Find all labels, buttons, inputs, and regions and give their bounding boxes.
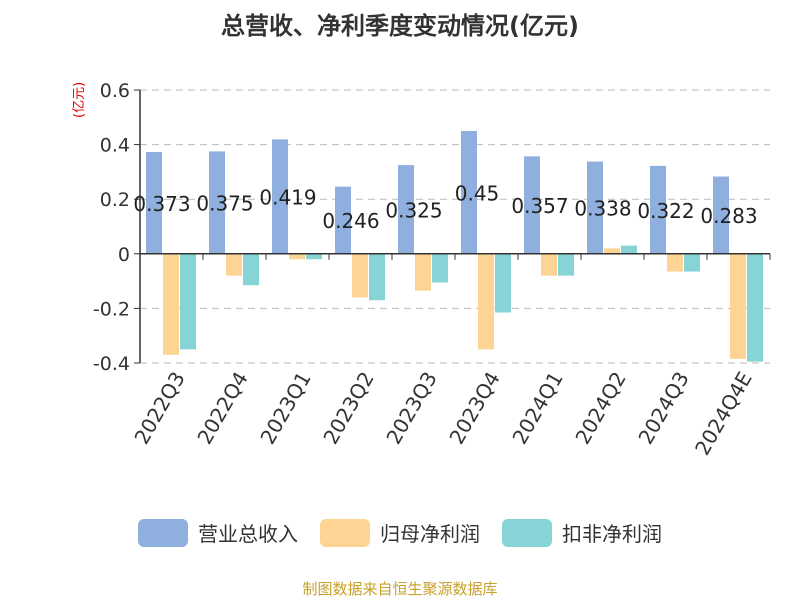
x-tick-label: 2024Q3 bbox=[633, 368, 693, 449]
data-label-revenue: 0.375 bbox=[196, 192, 253, 216]
bar-deducted-profit bbox=[684, 253, 700, 272]
bar-net-profit bbox=[478, 253, 494, 350]
bar-revenue bbox=[650, 165, 666, 254]
x-tick-label: 2024Q1 bbox=[507, 368, 567, 449]
legend-swatch-deducted-profit bbox=[502, 518, 552, 547]
bar-deducted-profit bbox=[621, 245, 637, 254]
bar-net-profit bbox=[667, 253, 683, 272]
data-label-revenue: 0.357 bbox=[511, 194, 568, 218]
bar-revenue bbox=[146, 151, 162, 254]
data-label-revenue: 0.322 bbox=[637, 199, 694, 223]
bar-deducted-profit bbox=[558, 253, 574, 276]
y-tick-label: 0.4 bbox=[100, 135, 130, 157]
y-tick-label: -0.2 bbox=[93, 298, 130, 320]
bar-net-profit bbox=[730, 253, 746, 359]
x-tick-label: 2023Q2 bbox=[318, 368, 378, 449]
bar-net-profit bbox=[163, 253, 179, 355]
data-label-revenue: 0.338 bbox=[574, 197, 631, 221]
x-tick-label: 2024Q2 bbox=[570, 368, 630, 449]
chart-title: 总营收、净利季度变动情况(亿元) bbox=[221, 12, 579, 40]
y-tick-label: 0 bbox=[118, 244, 130, 266]
y-tick-label: 0.6 bbox=[100, 80, 130, 102]
bar-revenue bbox=[272, 139, 288, 254]
bar-revenue bbox=[524, 156, 540, 254]
y-tick-label: 0.2 bbox=[100, 189, 130, 211]
legend-item-net-profit[interactable]: 归母净利润 bbox=[320, 518, 480, 547]
legend-label-revenue: 营业总收入 bbox=[198, 522, 298, 546]
bar-deducted-profit bbox=[747, 253, 763, 362]
x-tick-label: 2023Q1 bbox=[255, 368, 315, 449]
data-label-revenue: 0.283 bbox=[700, 204, 757, 228]
legend-item-revenue[interactable]: 营业总收入 bbox=[138, 518, 298, 547]
data-label-revenue: 0.419 bbox=[259, 186, 316, 210]
bar-deducted-profit bbox=[369, 253, 385, 301]
x-tick-label: 2023Q4 bbox=[444, 368, 504, 449]
x-tick-label: 2022Q3 bbox=[129, 368, 189, 449]
bar-revenue bbox=[587, 161, 603, 254]
data-source-note: 制图数据来自恒生聚源数据库 bbox=[302, 580, 498, 598]
x-tick-label: 2023Q3 bbox=[381, 368, 441, 449]
bar-net-profit bbox=[415, 253, 431, 291]
x-tick-label: 2022Q4 bbox=[192, 368, 252, 449]
legend-item-deducted-profit[interactable]: 扣非净利润 bbox=[502, 518, 662, 547]
legend-label-net-profit: 归母净利润 bbox=[380, 522, 480, 546]
bar-revenue bbox=[398, 165, 414, 254]
bar-deducted-profit bbox=[495, 253, 511, 313]
legend: 营业总收入 归母净利润 扣非净利润 bbox=[0, 518, 800, 547]
bar-net-profit bbox=[541, 253, 557, 276]
legend-swatch-revenue bbox=[138, 518, 188, 547]
legend-label-deducted-profit: 扣非净利润 bbox=[562, 522, 662, 546]
bar-net-profit bbox=[289, 253, 305, 260]
data-label-revenue: 0.45 bbox=[455, 181, 500, 205]
y-tick-label: -0.4 bbox=[93, 353, 130, 375]
x-tick-label: 2024Q4E bbox=[690, 368, 757, 460]
bar-deducted-profit bbox=[243, 253, 259, 286]
bar-revenue bbox=[335, 186, 351, 254]
data-label-revenue: 0.246 bbox=[322, 209, 379, 233]
bar-net-profit bbox=[352, 253, 368, 298]
legend-swatch-net-profit bbox=[320, 518, 370, 547]
bar-deducted-profit bbox=[432, 253, 448, 283]
bar-revenue bbox=[209, 151, 225, 254]
bar-deducted-profit bbox=[180, 253, 196, 350]
bar-deducted-profit bbox=[306, 253, 322, 260]
bar-net-profit bbox=[226, 253, 242, 276]
data-label-revenue: 0.373 bbox=[133, 192, 190, 216]
bar-net-profit bbox=[604, 248, 620, 254]
bar-revenue bbox=[713, 176, 729, 254]
bar-revenue bbox=[461, 130, 477, 254]
data-label-revenue: 0.325 bbox=[385, 198, 442, 222]
